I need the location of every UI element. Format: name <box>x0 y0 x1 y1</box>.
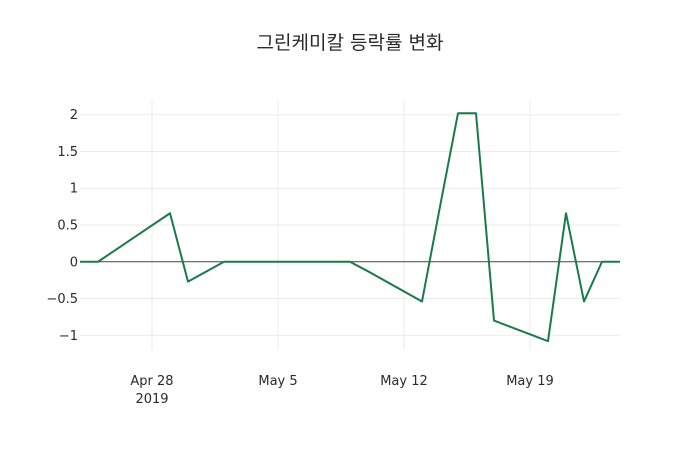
x-tick-sublabel: 2019 <box>135 392 168 407</box>
y-axis-ticks: 2 1.5 1 0.5 0 −0.5 −1 <box>46 108 78 344</box>
y-tick-label: 1 <box>70 182 78 197</box>
y-tick-label: 0.5 <box>57 219 78 234</box>
x-axis-ticks: Apr 28 2019 May 5 May 12 May 19 <box>130 374 553 407</box>
series-layer <box>79 112 621 343</box>
x-tick-label: Apr 28 <box>130 374 173 389</box>
y-tick-label: −0.5 <box>46 292 78 307</box>
series-line <box>80 112 620 343</box>
x-tick-label: May 12 <box>380 374 428 389</box>
y-tick-label: 0 <box>70 255 78 270</box>
x-tick-label: May 19 <box>506 374 554 389</box>
y-tick-label: −1 <box>59 329 78 344</box>
grid-layer <box>80 100 620 350</box>
x-tick-label: May 5 <box>258 374 297 389</box>
y-tick-label: 2 <box>70 108 78 123</box>
y-tick-label: 1.5 <box>57 145 78 160</box>
chart-title: 그린케미칼 등락률 변화 <box>257 32 444 54</box>
